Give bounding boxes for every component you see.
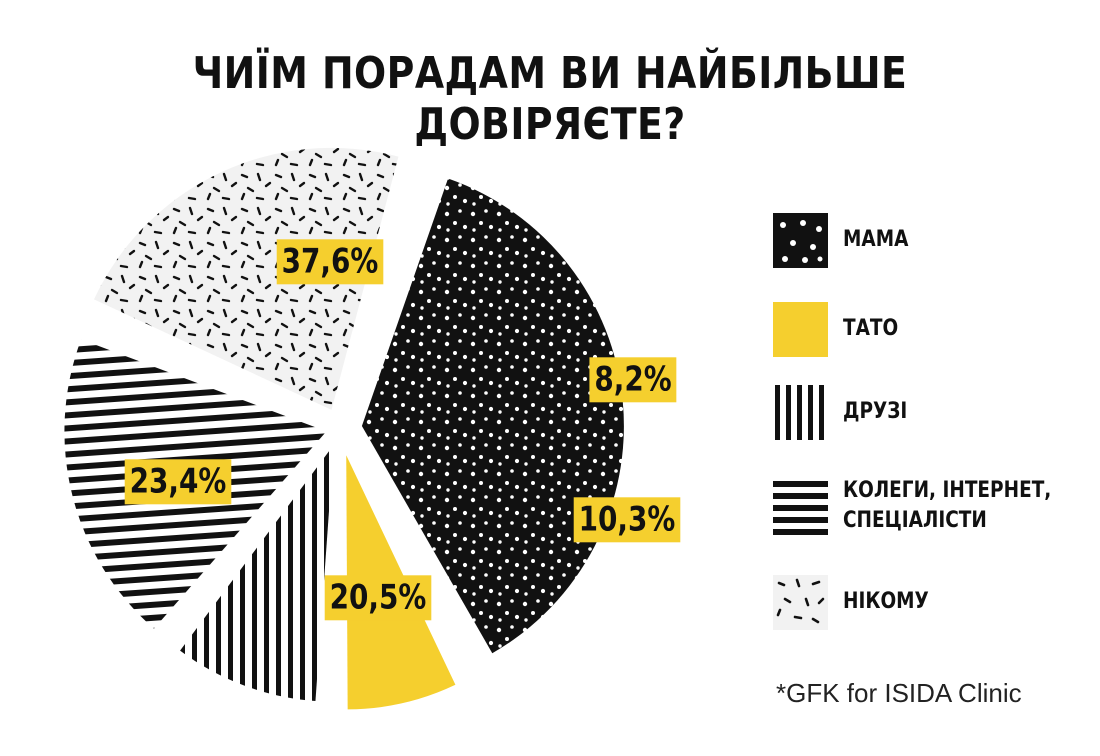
legend-label-line: НІКОМУ <box>843 589 929 614</box>
legend-item: ДРУЗІ <box>773 385 920 440</box>
legend-label: ДРУЗІ <box>843 397 907 427</box>
slice-kolehy-label: 20,5% <box>324 575 432 621</box>
legend-label: КОЛЕГИ, ІНТЕРНЕТ, СПЕЦІАЛІСТИ <box>843 476 1052 536</box>
pie-chart <box>64 147 624 710</box>
chart-title: ЧИЇМ ПОРАДАМ ВИ НАЙБІЛЬШЕ ДОВІРЯЄТЕ? <box>192 48 908 150</box>
horizontal-stripes-swatch-icon <box>773 480 828 535</box>
legend-item: КОЛЕГИ, ІНТЕРНЕТ, СПЕЦІАЛІСТИ <box>773 478 1073 536</box>
yellow-swatch-icon <box>773 302 828 357</box>
legend-item: МАМА <box>773 213 921 268</box>
dots-swatch-icon <box>773 213 828 268</box>
slice-mama-label: 37,6% <box>276 239 384 285</box>
legend-label: ТАТО <box>843 314 898 344</box>
legend-label-line: ДРУЗІ <box>843 399 908 424</box>
legend-label-line: КОЛЕГИ, ІНТЕРНЕТ, <box>843 478 1052 503</box>
legend-label: НІКОМУ <box>843 587 929 617</box>
legend-label-line: СПЕЦІАЛІСТИ <box>843 508 987 533</box>
slice-tato-label: 8,2% <box>589 357 677 403</box>
slice-nikomu <box>93 147 399 410</box>
slice-nikomu-label: 23,4% <box>124 459 232 505</box>
legend-label: МАМА <box>843 225 908 255</box>
legend-label-line: ТАТО <box>843 316 899 341</box>
source-note: *GFK for ISIDA Clinic <box>776 678 1022 708</box>
vertical-stripes-swatch-icon <box>773 385 828 440</box>
legend-label-line: МАМА <box>843 227 909 252</box>
legend-item: НІКОМУ <box>773 575 945 630</box>
slice-druzi <box>180 444 334 701</box>
dashes-swatch-icon <box>773 575 828 630</box>
slice-mama <box>361 178 624 654</box>
slice-druzi-label: 10,3% <box>573 497 681 543</box>
legend-item: ТАТО <box>773 302 909 357</box>
